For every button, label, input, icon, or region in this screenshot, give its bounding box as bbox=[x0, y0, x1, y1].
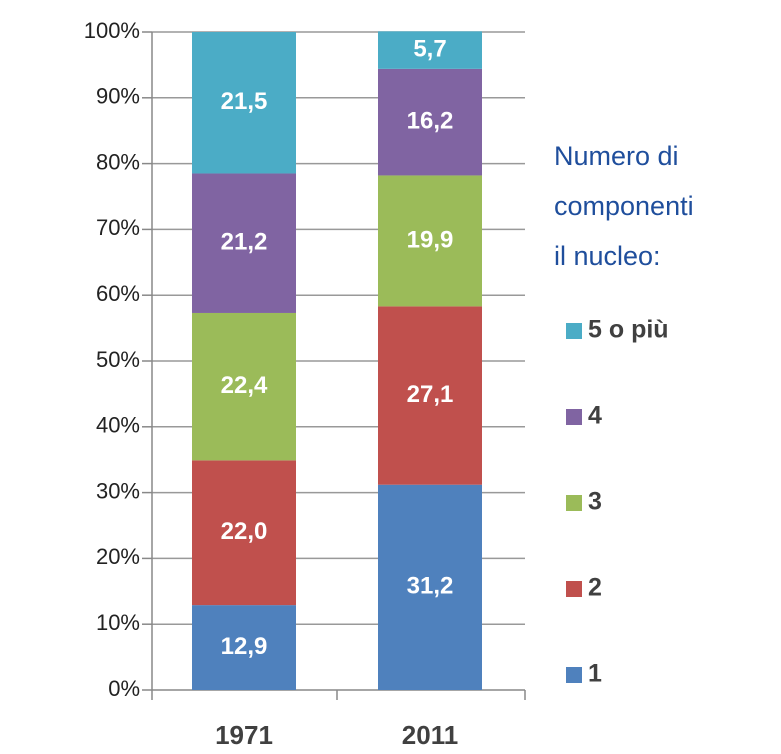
y-tick-label: 10% bbox=[96, 610, 140, 635]
data-label: 5,7 bbox=[413, 35, 446, 62]
legend-label: 1 bbox=[588, 660, 602, 688]
legend-swatch bbox=[566, 667, 582, 683]
bar-segment bbox=[192, 32, 296, 174]
data-label: 19,9 bbox=[407, 226, 454, 253]
data-label: 21,2 bbox=[221, 229, 268, 256]
legend-label: 2 bbox=[588, 574, 602, 602]
legend-title: Numero di bbox=[554, 141, 679, 171]
legend-swatch bbox=[566, 409, 582, 425]
data-label: 16,2 bbox=[407, 107, 454, 134]
bar-segment bbox=[378, 175, 482, 307]
bar-segment bbox=[192, 460, 296, 606]
bar-segment bbox=[192, 312, 296, 461]
x-tick-label: 1971 bbox=[215, 720, 273, 750]
x-tick-label: 2011 bbox=[402, 720, 458, 750]
data-label: 22,0 bbox=[221, 518, 268, 545]
legend-swatch bbox=[566, 581, 582, 597]
legend-swatch bbox=[566, 495, 582, 511]
y-tick-label: 40% bbox=[96, 413, 140, 438]
data-label: 21,5 bbox=[221, 88, 268, 115]
data-label: 22,4 bbox=[221, 372, 268, 399]
y-tick-label: 90% bbox=[96, 84, 140, 109]
data-label: 12,9 bbox=[221, 633, 268, 660]
y-tick-label: 100% bbox=[84, 18, 140, 43]
y-tick-label: 70% bbox=[96, 215, 140, 240]
legend-label: 5 o più bbox=[588, 316, 669, 344]
bar-segment bbox=[192, 605, 296, 690]
y-tick-label: 80% bbox=[96, 149, 140, 174]
data-label: 27,1 bbox=[407, 381, 454, 408]
legend-title: il nucleo: bbox=[554, 241, 661, 271]
bar-segment bbox=[378, 31, 482, 69]
bar-segment bbox=[378, 68, 482, 176]
bar-segment bbox=[378, 484, 482, 690]
bar-segment bbox=[192, 173, 296, 313]
y-tick-label: 20% bbox=[96, 544, 140, 569]
data-label: 31,2 bbox=[407, 573, 454, 600]
legend-swatch bbox=[566, 323, 582, 339]
y-tick-label: 30% bbox=[96, 478, 140, 503]
y-tick-label: 50% bbox=[96, 347, 140, 372]
y-tick-label: 0% bbox=[108, 676, 140, 701]
bar-segment bbox=[378, 306, 482, 485]
legend-label: 4 bbox=[588, 402, 602, 430]
legend-label: 3 bbox=[588, 488, 602, 516]
y-tick-label: 60% bbox=[96, 281, 140, 306]
legend-title: componenti bbox=[554, 191, 694, 221]
